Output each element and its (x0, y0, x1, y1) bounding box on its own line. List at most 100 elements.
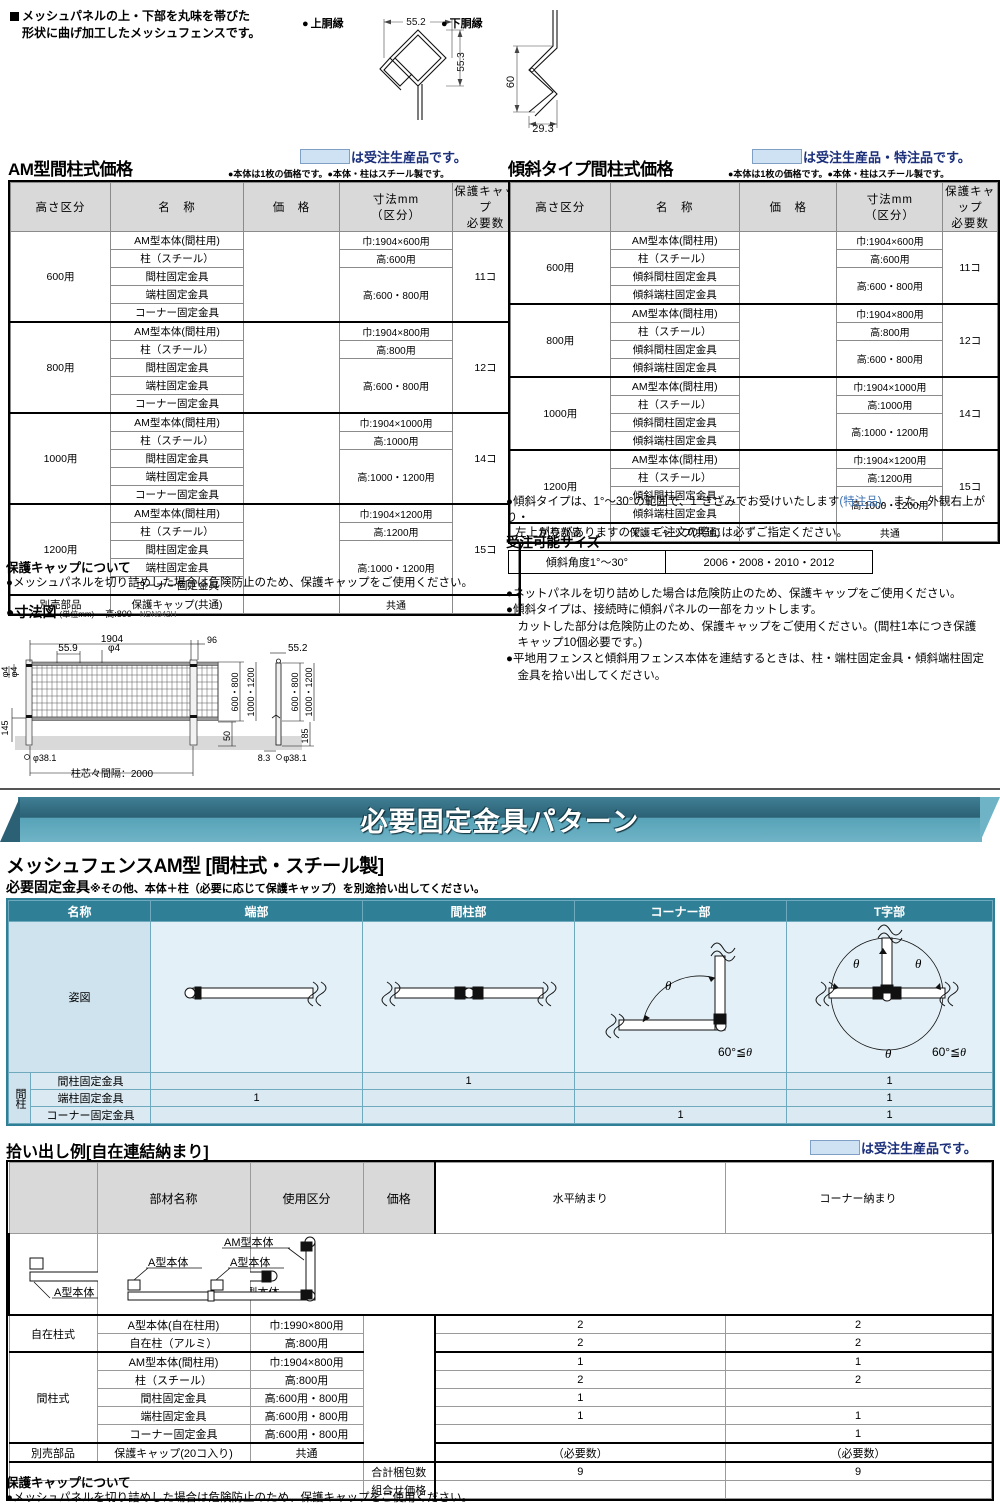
cell-name: 間柱固定金具 (110, 449, 244, 468)
table-row: 傾斜端柱固定金具 (511, 504, 998, 524)
cell-dimension: 高:1200用 (836, 468, 944, 487)
table-row: 1200用 AM型本体(間柱用) 巾:1904×1200用 15コ (10, 503, 519, 596)
cell-corner: 1 (724, 1351, 992, 1371)
cell-name: 傾斜間柱固定金具 (609, 340, 740, 359)
cell-use: 巾:1990×800用 (249, 1314, 364, 1334)
svg-text:96: 96 (207, 635, 217, 645)
col-dimension: 寸法mm （区分） (836, 182, 944, 232)
bullet-square-icon (10, 12, 19, 21)
cell-cap-count: 15コ (452, 503, 519, 596)
table-row: 800用 AM型本体(間柱用) 巾:1904×800用 12コ (510, 303, 998, 378)
col-tee: T字部 (786, 900, 993, 922)
upper-frame-label: 上胴縁 (302, 15, 344, 31)
table-row: コーナー固定金具 (11, 485, 519, 505)
col-intermediate-post: 間柱部 (362, 900, 575, 922)
cell-dimension: 高:800用 (836, 322, 944, 341)
row-label: 端柱固定金具 (30, 1089, 151, 1107)
table-row-footer: 別売部品 保護キャップ(共通) 共通 (10, 594, 519, 614)
made-to-order-swatch (810, 1140, 860, 1155)
col-name: 名称 (8, 900, 151, 922)
cell-name: AM型本体(間柱用) (609, 449, 740, 469)
cell-part-name: コーナー固定金具 (96, 1424, 251, 1444)
col-name: 名 称 (609, 182, 740, 232)
left-table-title: AM型間柱式価格 (8, 160, 133, 179)
cell-dimension: 高:1000・1200用 (836, 486, 944, 524)
cell-dimension: 巾:1904×1200用 (339, 503, 453, 523)
figure-row: 姿図 (8, 921, 993, 1073)
fixture-section-subheading: 必要固定金具※その他、本体＋柱（必要に応じて保護キャップ）を別途拾い出してくださ… (6, 877, 485, 897)
made-to-order-swatch (752, 149, 802, 164)
cell-end (150, 1072, 363, 1090)
left-price-table-wrap: 高さ区分 名 称 価 格 寸法mm （区分） 保護キャップ 必要数 600用 AM型… (8, 180, 521, 619)
cell-name: コーナー固定金具 (110, 394, 244, 414)
col-dimension: 寸法mm （区分） (339, 182, 453, 232)
cell-name: 端柱固定金具 (110, 467, 244, 486)
right-table-title: 傾斜タイプ間柱式価格 (508, 160, 674, 179)
svg-text:θ: θ (665, 978, 672, 993)
row-label: コーナー固定金具 (30, 1106, 151, 1124)
cell-type: 自在柱式 (8, 1314, 98, 1353)
cell-height: 別売部品 (10, 594, 111, 614)
cell-dimension: 高:800用 (339, 340, 453, 359)
cell-part-name: 柱（スチール） (96, 1370, 251, 1389)
cell-name: 間柱固定金具 (110, 267, 244, 286)
cell-height: 1200用 (10, 503, 111, 596)
cell-use: 高:600用・800用 (249, 1388, 364, 1407)
total-label: 組合せ価格 (362, 1480, 436, 1499)
cell-dimension: 高:600用 (836, 249, 944, 268)
cell-corner (724, 1388, 992, 1407)
col-corner: コーナー納まり (724, 1162, 992, 1234)
cell-name: AM型本体(間柱用) (110, 231, 244, 250)
product-description: メッシュパネルの上・下部を丸味を帯びた 形状に曲げ加工したメッシュフェンスです。 (10, 8, 310, 43)
cell-tee: 1 (786, 1089, 993, 1107)
cell-price (738, 303, 838, 378)
table-row: 柱（スチール） 高:600用 (511, 249, 998, 268)
svg-text:AM型本体: AM型本体 (224, 1235, 274, 1249)
cell-name: コーナー固定金具 (110, 576, 244, 596)
table-row: 傾斜間柱固定金具 高:600・800用 (511, 267, 998, 305)
cell-part-name: 自在柱（アルミ） (96, 1333, 251, 1353)
cell-height: 800用 (510, 303, 611, 378)
cell-name: 柱（スチール） (609, 468, 740, 487)
cell-type: 間柱式 (8, 1351, 98, 1444)
slope-note-c: 左上がりがありますので、ご注文の際には必ずご指定ください。 (515, 527, 849, 540)
dim-drawing-spec: 高:800 (105, 609, 132, 619)
slope-bullet-6: 金具を拾い出してください。 (506, 669, 667, 682)
cell-dimension: 高:600・800用 (836, 340, 944, 378)
cell-height: 600用 (10, 231, 111, 323)
table-row: 自在柱（アルミ） 高:800用 2 2 (9, 1333, 992, 1353)
cell-horizontal: 1 (434, 1388, 726, 1407)
table-row: 傾斜角度1°〜30° 2006・2008・2010・2012 (508, 550, 873, 574)
table-row: 端柱固定金具 1 1 (9, 1089, 993, 1107)
cap-note-bottom-body: ●メッシュパネルを切り詰めした場合は危険防止のため、保護キャップをご使用ください… (6, 1492, 473, 1504)
cell-use: 共通 (249, 1442, 364, 1463)
diagram-horizontal: A型本体 A型本体 AM型本体 (8, 1233, 292, 1316)
cell-corner: 2 (724, 1370, 992, 1389)
svg-text:60: 60 (505, 76, 517, 88)
cell-name: 柱（スチール） (110, 431, 244, 450)
cell-name: コーナー固定金具 (110, 303, 244, 323)
cell-dimension: 高:1000用 (836, 395, 944, 414)
table-header-row: 名称 端部 間柱部 コーナー部 T字部 (8, 900, 993, 922)
svg-text:φ38.1: φ38.1 (283, 753, 306, 763)
pickup-table-wrap: 部材名称 使用区分 価格 水平納まり コーナー納まり (6, 1160, 994, 1504)
col-part-name: 部材名称 (96, 1162, 251, 1234)
cell-name: AM型本体(間柱用) (110, 503, 244, 523)
cell-use: 高:800用 (249, 1333, 364, 1353)
pickup-section-title: 拾い出し例[自在連結納まり] (6, 1144, 209, 1161)
cell-name: 端柱固定金具 (110, 285, 244, 304)
cell-dimension: 巾:1904×1200用 (836, 449, 944, 469)
cell-dimension: 高:600・800用 (339, 267, 453, 323)
col-end: 端部 (150, 900, 363, 922)
svg-text:φ4: φ4 (9, 667, 19, 678)
slope-bullet-1: ●ネットパネルを切り詰めした場合は危険防止のため、保護キャップをご使用ください。 (506, 588, 962, 600)
banner-title: 必要固定金具パターン (360, 807, 640, 837)
svg-text:55.9: 55.9 (58, 643, 78, 654)
cell-name: 間柱固定金具 (110, 358, 244, 377)
svg-text:φ38.1: φ38.1 (33, 753, 56, 763)
lower-frame-label: 下胴縁 (441, 15, 483, 31)
cell-horizontal: 2 (434, 1333, 726, 1353)
cell-name: 保護キャップ(共通) (609, 522, 740, 542)
cell-corner (574, 1072, 787, 1090)
